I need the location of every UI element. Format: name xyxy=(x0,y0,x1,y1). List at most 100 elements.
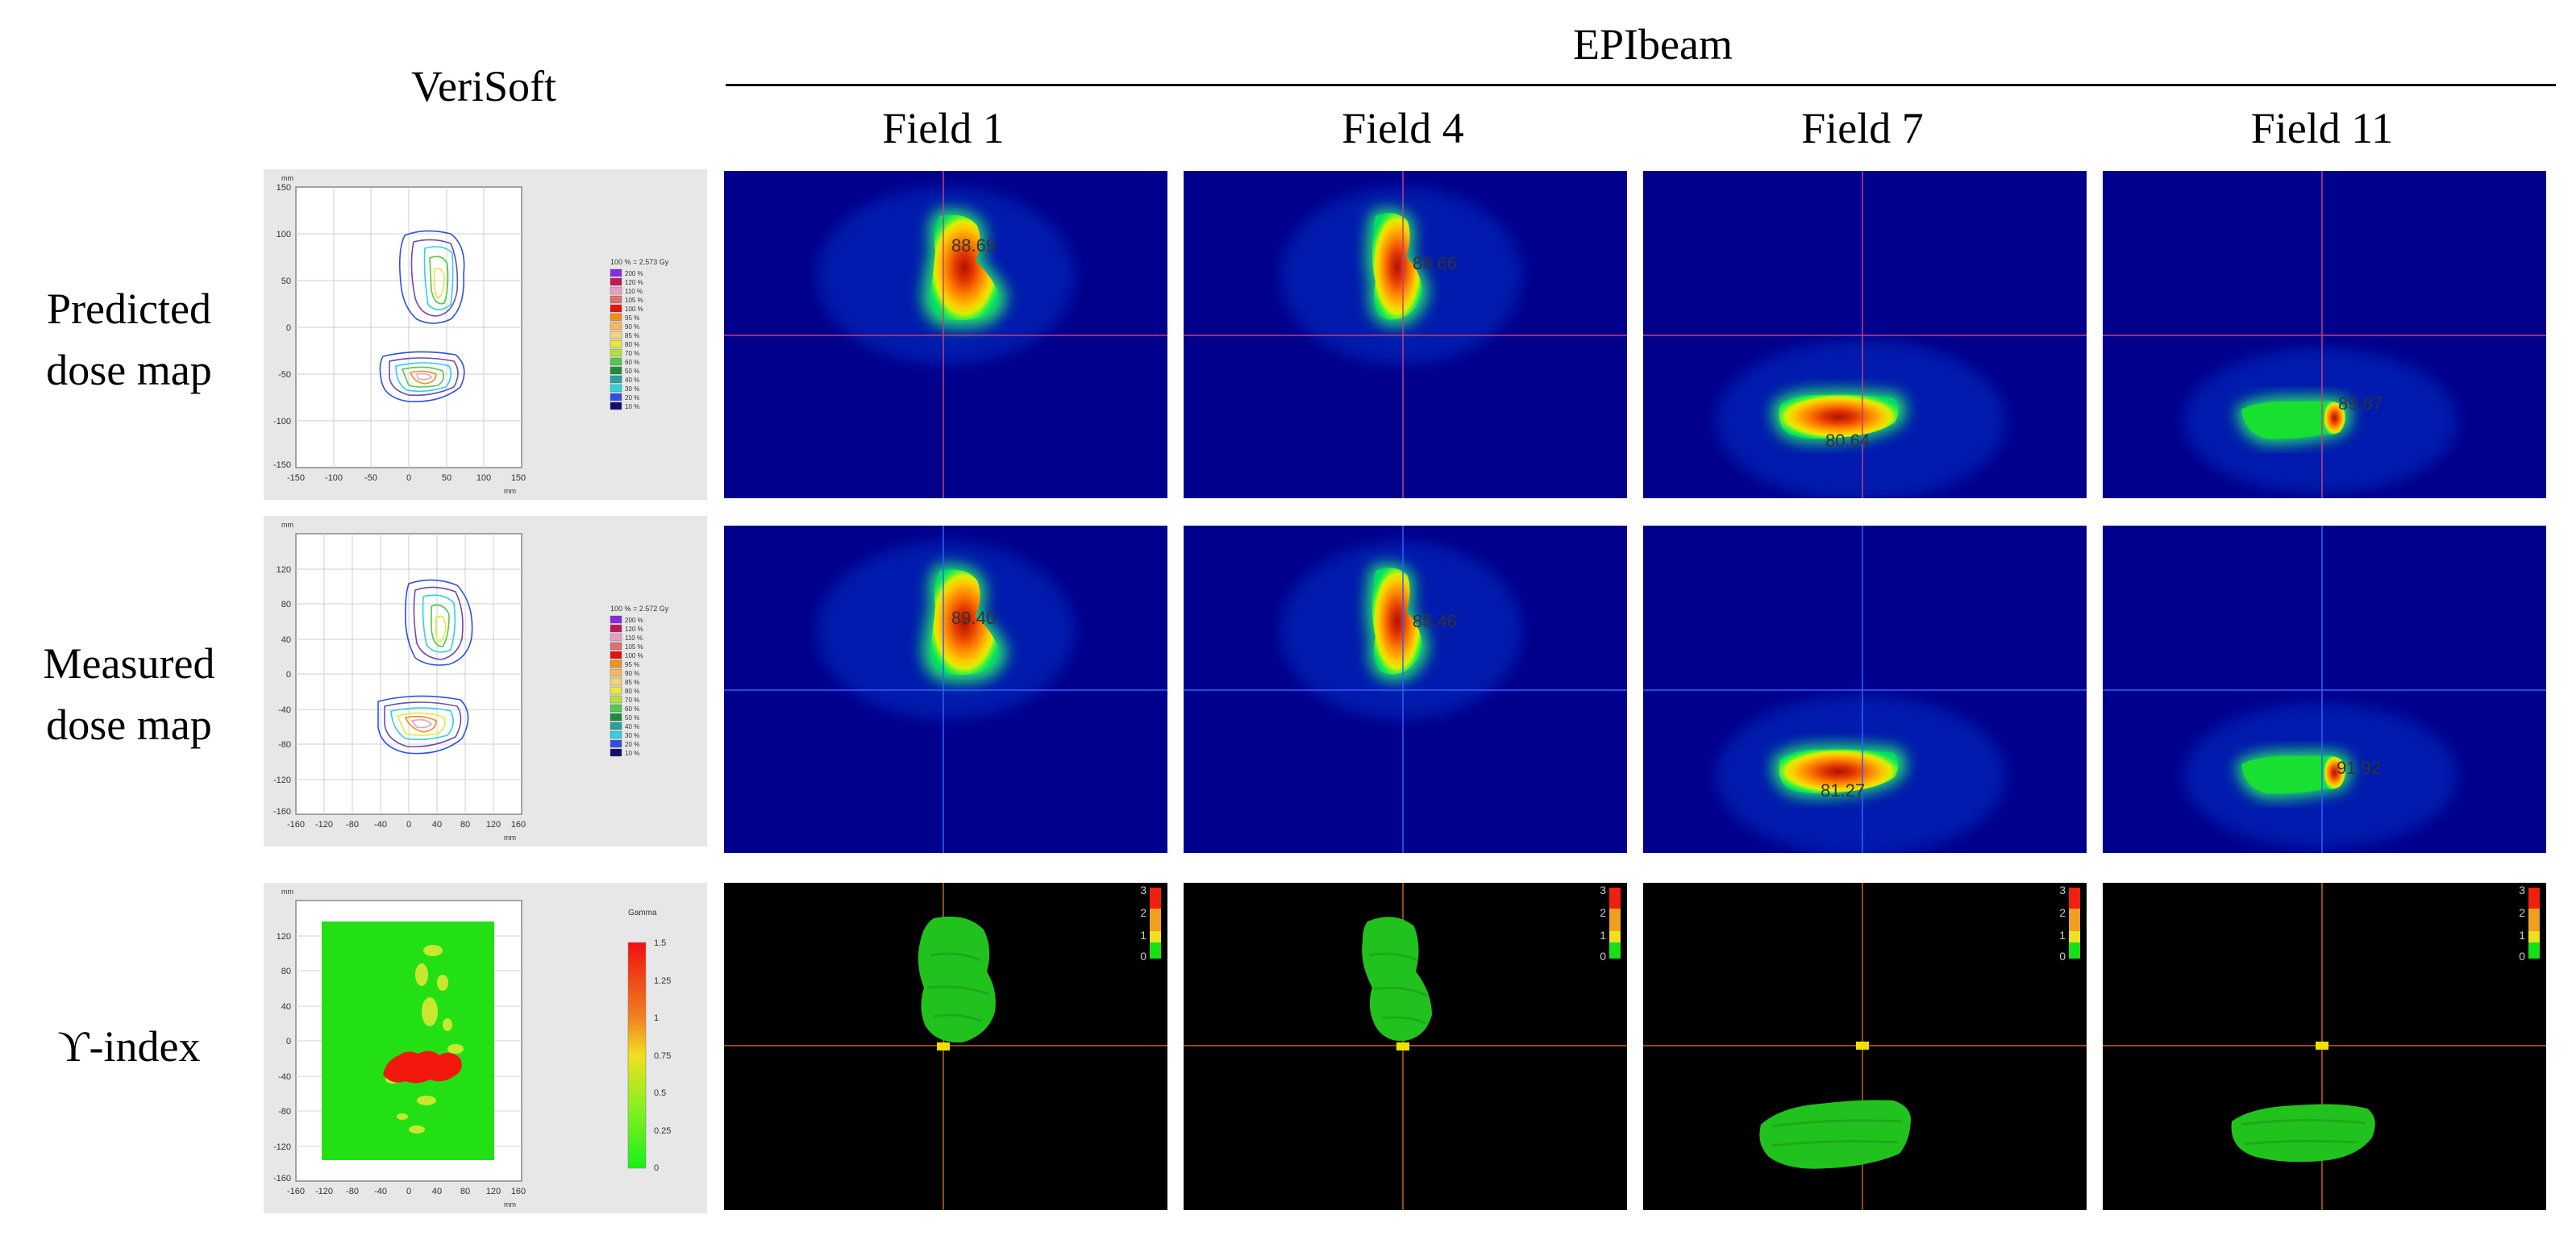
gamma-scale-label: 2 xyxy=(1600,906,1606,919)
gamma-ytick: 0 xyxy=(286,1037,291,1046)
gamma-scale-label: 0 xyxy=(2059,950,2066,963)
gamma-ytick: 40 xyxy=(281,1002,291,1012)
row-label-predicted-line2: dose map xyxy=(46,346,212,394)
dose-region xyxy=(930,214,998,320)
gamma-scale-label: 3 xyxy=(1600,884,1606,896)
gamma-ytick: -120 xyxy=(273,1142,291,1152)
verisoft-measured-panel: mm mm 120 80 40 0 -40 -80 -120 -160 -160… xyxy=(264,516,707,847)
predicted-ytick: 50 xyxy=(281,277,291,286)
predicted-ytick: 150 xyxy=(277,183,291,193)
gamma-pass-region xyxy=(2231,1104,2375,1163)
dose-region xyxy=(2324,755,2346,789)
legend-swatch xyxy=(610,313,622,322)
predicted-ytick: -50 xyxy=(278,370,291,380)
gamma-xtick: 160 xyxy=(511,1187,526,1196)
gamma-ytick: 120 xyxy=(277,932,291,942)
epibeam-gamma-field4: 3 2 1 0 xyxy=(1184,883,1627,1210)
gamma-scale-label: 3 xyxy=(2519,884,2525,896)
legend-swatch xyxy=(610,677,622,686)
gamma-colorbar-title: Gamma xyxy=(628,909,657,917)
gamma-ytick: -40 xyxy=(278,1072,291,1082)
legend-label: 100 % xyxy=(625,652,643,659)
legend-label: 30 % xyxy=(625,732,639,739)
predicted-isodose-lower xyxy=(379,351,465,402)
field-header-7: Field 7 xyxy=(1801,104,1924,152)
gamma-ytick: 80 xyxy=(281,967,291,976)
legend-swatch xyxy=(610,348,622,357)
measured-xtick: -40 xyxy=(374,820,387,830)
legend-label: 110 % xyxy=(625,634,643,642)
predicted-xtick: -150 xyxy=(287,473,305,483)
row-label-predicted-line1: Predicted xyxy=(47,285,211,333)
legend-swatch xyxy=(610,686,622,695)
gamma-scale-label: 3 xyxy=(2059,884,2066,896)
legend-swatch xyxy=(610,339,622,348)
measured-value-label-field7: 81.27 xyxy=(1821,780,1865,801)
dose-region xyxy=(2324,401,2346,435)
predicted-xtick: 50 xyxy=(442,473,452,483)
legend-label: 200 % xyxy=(625,617,643,624)
measured-ytick: 0 xyxy=(286,670,291,680)
epibeam-measured-field4: 88.46 xyxy=(1184,526,1627,853)
verisoft-predicted-panel: mm mm 150 100 50 0 -50 -100 -150 -150 -1… xyxy=(264,169,707,500)
legend-label: 200 % xyxy=(625,270,643,277)
gamma-colorbar-tick: 0.75 xyxy=(654,1051,671,1061)
epibeam-gamma-field1: 3 2 1 0 xyxy=(724,883,1167,1210)
epibeam-predicted-field7: 80.64 xyxy=(1643,171,2087,498)
dose-region xyxy=(1779,749,1899,794)
gamma-colorbar-small xyxy=(2069,888,2080,959)
predicted-xtick: 150 xyxy=(511,473,526,483)
gamma-xtick: -160 xyxy=(287,1187,305,1196)
legend-label: 95 % xyxy=(625,314,639,322)
legend-swatch xyxy=(610,739,622,748)
gamma-scale-label: 0 xyxy=(2519,950,2525,963)
gamma-scale-label: 1 xyxy=(2059,929,2066,942)
gamma-colorbar-tick: 0.5 xyxy=(654,1088,666,1098)
predicted-xtick: -100 xyxy=(325,473,343,483)
legend-label: 70 % xyxy=(625,350,639,357)
predicted-ytick: 100 xyxy=(277,230,291,239)
measured-isodose-lower xyxy=(377,695,469,755)
gamma-map-field xyxy=(322,921,494,1160)
epibeam-header-rule xyxy=(726,84,2556,86)
measured-value-label-field11: 91.92 xyxy=(2337,758,2381,778)
gamma-xtick: 120 xyxy=(486,1187,501,1196)
legend-swatch xyxy=(610,322,622,331)
legend-label: 105 % xyxy=(625,297,643,304)
epibeam-header: EPIbeam xyxy=(1573,20,1733,69)
legend-swatch xyxy=(610,615,622,624)
gamma-colorbar-tick: 0.25 xyxy=(654,1126,671,1136)
legend-swatch xyxy=(610,659,622,668)
row-label-gamma: ϒ-index xyxy=(8,1016,250,1077)
measured-ytick: 120 xyxy=(277,565,291,575)
measured-xtick: 160 xyxy=(511,820,526,830)
legend-label: 40 % xyxy=(625,723,639,730)
legend-label: 90 % xyxy=(625,670,639,677)
legend-swatch xyxy=(610,642,622,651)
legend-label: 50 % xyxy=(625,714,639,722)
field-header-11: Field 11 xyxy=(2250,104,2394,152)
measured-xtick: 0 xyxy=(406,820,411,830)
predicted-ytick: -100 xyxy=(273,417,291,426)
gamma-pass-region xyxy=(1759,1100,1911,1169)
epibeam-predicted-field1: 88.69 xyxy=(724,171,1167,498)
predicted-legend-title: 100 % = 2.573 Gy xyxy=(610,258,669,266)
gamma-colorbar-tick: 1.5 xyxy=(654,938,666,948)
isocenter-marker xyxy=(2316,1042,2328,1050)
dose-green-band xyxy=(2241,401,2345,439)
dose-region xyxy=(1779,394,1899,439)
gamma-xtick: -120 xyxy=(315,1187,333,1196)
gamma-map-fail-region xyxy=(383,1050,462,1084)
gamma-xtick: 40 xyxy=(432,1187,442,1196)
legend-label: 30 % xyxy=(625,385,639,393)
legend-swatch xyxy=(610,366,622,375)
epibeam-measured-field7: 81.27 xyxy=(1643,526,2087,853)
legend-swatch xyxy=(610,722,622,730)
gamma-scale-label: 3 xyxy=(1140,884,1147,896)
gamma-xtick: -80 xyxy=(346,1187,359,1196)
epibeam-predicted-field11: 89.87 xyxy=(2103,171,2546,498)
gamma-colorbar-small xyxy=(1150,888,1161,959)
predicted-value-label-field11: 89.87 xyxy=(2338,393,2382,414)
legend-swatch xyxy=(610,384,622,393)
legend-swatch xyxy=(610,331,622,339)
